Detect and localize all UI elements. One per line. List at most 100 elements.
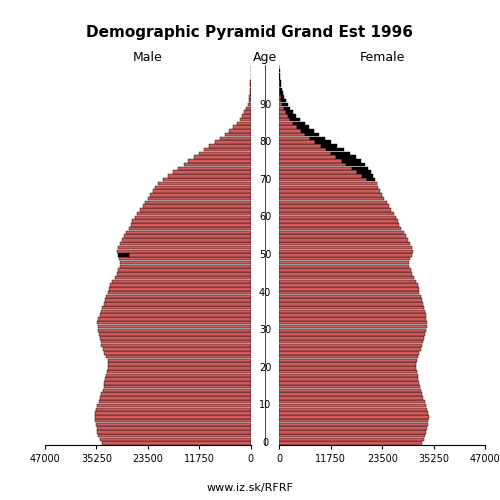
Bar bbox=[194, 156, 250, 159]
Bar bbox=[280, 208, 392, 212]
Text: Demographic Pyramid Grand Est 1996: Demographic Pyramid Grand Est 1996 bbox=[86, 25, 413, 40]
Bar bbox=[98, 430, 250, 434]
Title: Age: Age bbox=[253, 51, 277, 64]
Bar bbox=[106, 370, 251, 374]
Bar bbox=[98, 404, 250, 407]
Bar bbox=[280, 438, 424, 441]
Bar bbox=[112, 280, 250, 283]
Bar bbox=[104, 302, 251, 306]
Bar bbox=[280, 152, 331, 155]
Bar bbox=[280, 358, 417, 362]
Bar bbox=[280, 385, 420, 388]
Bar bbox=[108, 366, 251, 370]
Bar bbox=[280, 298, 422, 302]
Bar bbox=[244, 110, 250, 114]
Bar bbox=[95, 415, 250, 418]
Bar bbox=[280, 268, 410, 272]
Bar bbox=[145, 200, 250, 204]
Text: 90: 90 bbox=[259, 100, 271, 110]
Bar bbox=[100, 438, 250, 441]
Bar bbox=[352, 166, 368, 170]
Text: 30: 30 bbox=[259, 325, 271, 335]
Bar bbox=[280, 351, 420, 354]
Bar bbox=[214, 140, 250, 144]
Bar bbox=[199, 152, 250, 155]
Bar bbox=[99, 400, 250, 404]
Bar bbox=[280, 280, 416, 283]
Bar bbox=[233, 126, 250, 129]
Bar bbox=[152, 190, 250, 193]
Bar bbox=[280, 126, 297, 129]
Bar bbox=[280, 238, 408, 242]
Bar bbox=[118, 268, 250, 272]
Bar bbox=[102, 344, 250, 347]
Text: 40: 40 bbox=[259, 288, 271, 298]
Bar bbox=[280, 110, 285, 114]
Bar bbox=[280, 328, 426, 332]
Bar bbox=[280, 257, 410, 260]
Bar bbox=[280, 242, 410, 246]
Bar bbox=[280, 408, 428, 411]
Bar bbox=[280, 388, 420, 392]
Bar bbox=[100, 396, 250, 400]
Bar bbox=[98, 321, 250, 324]
Bar bbox=[310, 136, 325, 140]
Bar bbox=[106, 378, 251, 381]
Bar bbox=[102, 348, 251, 351]
Text: 20: 20 bbox=[259, 363, 271, 373]
Bar bbox=[248, 99, 250, 102]
Bar bbox=[301, 129, 314, 132]
Bar bbox=[280, 103, 282, 106]
Bar bbox=[100, 336, 250, 340]
Bar bbox=[104, 351, 251, 354]
Bar bbox=[280, 264, 409, 268]
Bar bbox=[280, 426, 427, 430]
Bar bbox=[280, 412, 428, 415]
Bar bbox=[108, 362, 251, 366]
Bar bbox=[148, 197, 250, 200]
Bar bbox=[102, 306, 251, 310]
Bar bbox=[280, 366, 416, 370]
Bar bbox=[229, 129, 250, 132]
Bar bbox=[106, 355, 251, 358]
Bar bbox=[320, 144, 337, 148]
Bar bbox=[150, 193, 250, 196]
Bar bbox=[297, 126, 309, 129]
Bar bbox=[98, 325, 250, 328]
Bar bbox=[280, 148, 326, 152]
Bar bbox=[294, 122, 305, 125]
Bar bbox=[142, 204, 250, 208]
Bar bbox=[280, 254, 412, 256]
Bar bbox=[280, 118, 290, 122]
Bar bbox=[280, 348, 421, 351]
Bar bbox=[280, 200, 386, 204]
Bar bbox=[336, 156, 356, 159]
Bar bbox=[280, 114, 287, 117]
Bar bbox=[98, 434, 250, 438]
Bar bbox=[284, 106, 290, 110]
Bar bbox=[102, 388, 251, 392]
Bar bbox=[280, 442, 422, 445]
Bar bbox=[280, 430, 426, 434]
Bar bbox=[242, 114, 250, 117]
Bar bbox=[357, 170, 371, 174]
Bar bbox=[280, 355, 418, 358]
Bar bbox=[102, 392, 250, 396]
Bar bbox=[236, 122, 250, 125]
Bar bbox=[155, 186, 250, 189]
Bar bbox=[280, 174, 362, 178]
Bar bbox=[280, 381, 419, 384]
Bar bbox=[280, 136, 310, 140]
Bar bbox=[280, 261, 409, 264]
Bar bbox=[173, 170, 250, 174]
Bar bbox=[98, 328, 250, 332]
Bar bbox=[280, 276, 414, 280]
Bar bbox=[280, 422, 428, 426]
Bar bbox=[158, 182, 250, 185]
Bar bbox=[286, 110, 293, 114]
Text: www.iz.sk/RFRF: www.iz.sk/RFRF bbox=[206, 482, 294, 492]
Bar bbox=[248, 103, 250, 106]
Bar bbox=[280, 415, 428, 418]
Bar bbox=[305, 133, 319, 136]
Bar bbox=[280, 310, 424, 313]
